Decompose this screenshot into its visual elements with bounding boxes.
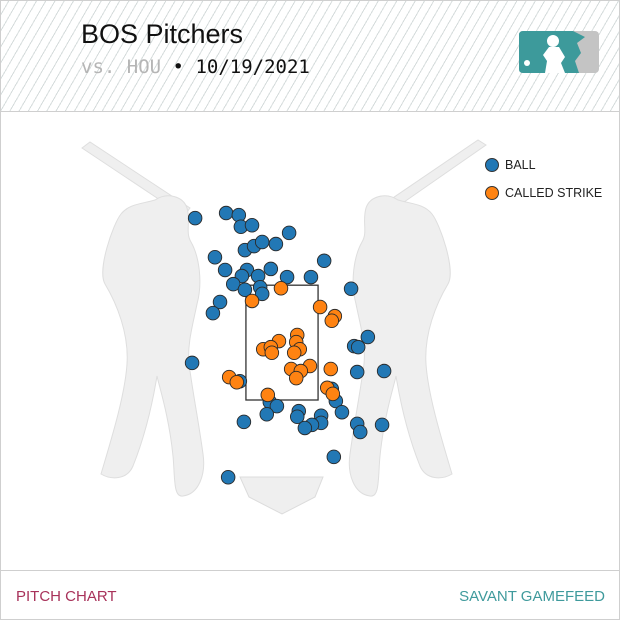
pitch-chart-link[interactable]: PITCH CHART	[16, 588, 117, 605]
batter-silhouette-right	[348, 139, 487, 497]
pitch-point-ball	[376, 363, 392, 379]
pitch-point-ball	[244, 217, 260, 233]
legend-swatch-called-strike	[485, 186, 499, 200]
mlb-logo-icon	[519, 31, 599, 73]
pitch-point-ball	[207, 250, 223, 265]
pitch-point-called-strike	[323, 361, 339, 377]
pitch-point-called-strike	[244, 293, 260, 309]
legend-swatch-ball	[485, 158, 499, 172]
pitch-point-ball	[237, 282, 253, 298]
pitch-point-called-strike	[273, 280, 289, 296]
batter-silhouette-left	[81, 141, 205, 497]
pitch-point-ball	[217, 262, 233, 278]
pitch-point-ball	[374, 417, 390, 433]
legend-label: BALL	[505, 158, 536, 172]
separator: •	[172, 56, 184, 78]
pitch-point-ball	[360, 329, 376, 345]
pitch-point-called-strike	[288, 370, 304, 386]
pitch-point-ball	[218, 205, 234, 221]
pitch-points	[184, 205, 392, 485]
pitch-point-ball	[259, 406, 275, 422]
legend-item-ball: BALL	[485, 158, 602, 172]
pitch-point-ball	[254, 286, 270, 302]
home-plate	[239, 476, 324, 515]
pitch-point-ball	[279, 269, 295, 285]
legend: BALL CALLED STRIKE	[485, 158, 602, 214]
legend-item-called-strike: CALLED STRIKE	[485, 186, 602, 200]
pitch-point-ball	[326, 449, 342, 465]
pitch-point-ball	[187, 210, 203, 226]
savant-gamefeed-link[interactable]: SAVANT GAMEFEED	[459, 588, 605, 605]
pitch-point-called-strike	[324, 313, 340, 329]
pitch-point-ball	[303, 269, 319, 285]
subtitle: vs. HOU • 10/19/2021	[81, 56, 310, 78]
pitch-point-ball	[297, 420, 313, 436]
opponent: vs. HOU	[81, 56, 162, 78]
pitch-point-ball	[268, 236, 284, 252]
pitch-point-ball	[220, 469, 236, 485]
pitch-point-ball	[349, 364, 365, 380]
footer: PITCH CHART SAVANT GAMEFEED	[1, 570, 619, 620]
pitch-point-ball	[350, 339, 366, 355]
pitch-point-ball	[184, 355, 200, 371]
pitch-point-ball	[236, 414, 252, 430]
pitch-point-called-strike	[229, 374, 245, 390]
pitch-point-called-strike	[264, 345, 280, 361]
page-title: BOS Pitchers	[81, 19, 244, 49]
header: BOS Pitchers vs. HOU • 10/19/2021	[1, 1, 619, 112]
pitch-point-ball	[205, 305, 221, 321]
pitch-point-called-strike	[325, 386, 341, 402]
pitch-point-ball	[225, 276, 241, 292]
pitch-point-called-strike	[312, 299, 328, 315]
pitch-point-ball	[334, 404, 350, 420]
pitch-point-ball	[254, 234, 270, 250]
pitch-point-ball	[343, 281, 359, 296]
pitch-point-ball	[352, 424, 368, 440]
game-date: 10/19/2021	[195, 56, 310, 78]
pitch-chart	[81, 139, 487, 515]
pitch-point-ball	[316, 253, 332, 269]
legend-label: CALLED STRIKE	[505, 186, 603, 200]
pitch-point-ball	[269, 398, 285, 414]
pitch-point-ball	[212, 294, 228, 310]
pitch-point-called-strike	[286, 345, 302, 361]
pitch-point-called-strike	[260, 387, 276, 403]
pitch-point-ball	[263, 261, 279, 277]
pitch-point-ball	[281, 225, 297, 241]
pitch-point-ball	[289, 409, 305, 425]
